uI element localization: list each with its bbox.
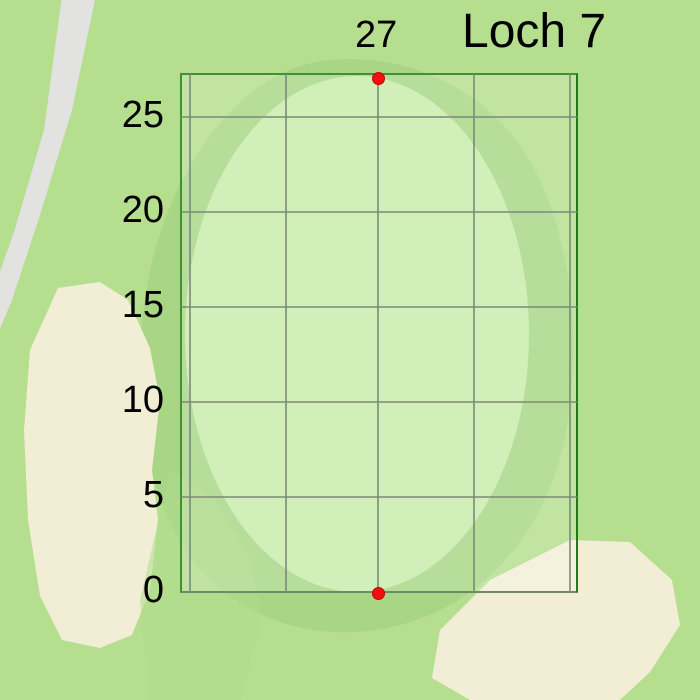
cart-path [0,0,95,329]
y-axis-tick-10: 10 [121,379,164,421]
putting-green [185,76,529,592]
y-axis-tick-5: 5 [142,474,164,516]
tee-marker[interactable] [371,586,385,600]
green-marker[interactable] [371,71,385,85]
plot-area [180,73,578,593]
y-axis-tick-15: 15 [121,284,164,326]
green-marker-label: 27 [355,14,398,56]
y-axis-tick-20: 20 [121,189,164,231]
hole-title: Loch 7 [462,5,607,58]
y-axis-tick-0: 0 [142,569,164,611]
y-axis-tick-25: 25 [121,94,164,136]
sand-bunker-left [24,282,160,648]
sand-bunker-bottom-right [432,540,680,700]
rough-wedge-lower-left [140,470,262,700]
